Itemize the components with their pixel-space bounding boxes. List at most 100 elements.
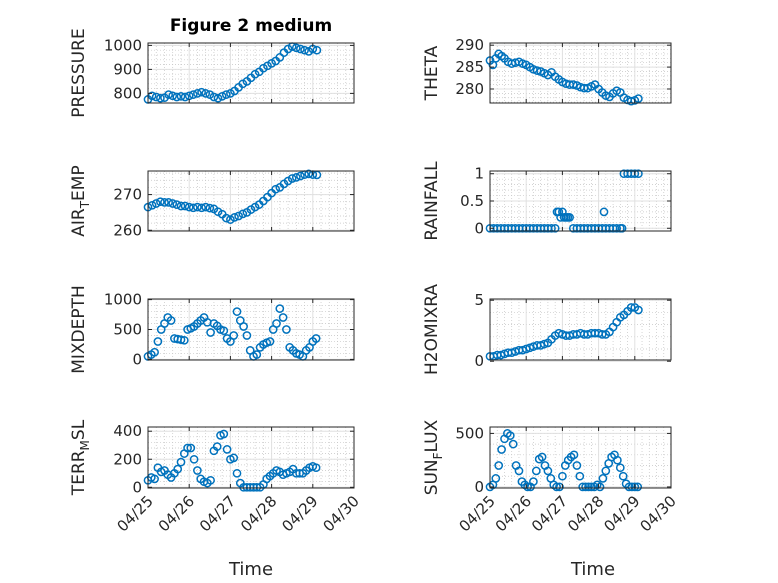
data-point xyxy=(271,184,281,194)
y-axis-label: MIXDEPTH xyxy=(69,285,89,374)
x-tick-label: 04/26 xyxy=(155,492,198,535)
data-point xyxy=(497,445,506,454)
x-tick-label: 04/25 xyxy=(114,492,157,535)
data-point xyxy=(201,89,211,98)
data-point xyxy=(150,474,159,484)
x-tick-label: 04/29 xyxy=(278,492,321,535)
data-point xyxy=(234,211,243,221)
data-point xyxy=(219,326,229,336)
x-tick-label: 04/28 xyxy=(237,492,280,535)
subplot-pressure: 800 900 1000 PRESSURE xyxy=(69,28,355,118)
data-point xyxy=(180,92,190,102)
data-point xyxy=(565,213,574,222)
data-point xyxy=(164,198,173,207)
y-axis-label: RAINFALL xyxy=(422,161,442,241)
plot-area xyxy=(148,427,354,488)
y-axis-label: TERRMSL xyxy=(69,419,92,496)
data-point xyxy=(617,223,627,233)
data-point xyxy=(221,90,231,99)
x-tick-label: 04/27 xyxy=(528,492,571,535)
data-point xyxy=(213,93,223,103)
data-point xyxy=(291,173,301,182)
y-tick-label: 0 xyxy=(474,219,484,237)
data-point xyxy=(575,471,585,481)
data-point xyxy=(221,213,231,223)
data-point xyxy=(626,303,636,312)
data-point xyxy=(156,93,165,103)
plot-area xyxy=(148,171,354,231)
figure-title: Figure 2 medium xyxy=(170,16,332,36)
y-tick-label: 500 xyxy=(113,321,142,339)
axes-frame xyxy=(489,298,672,361)
data-point xyxy=(634,94,643,103)
data-point xyxy=(229,331,239,340)
data-point xyxy=(189,454,199,464)
data-point xyxy=(312,45,322,55)
y-tick-label: 1000 xyxy=(104,291,142,309)
data-point xyxy=(630,482,640,492)
data-point xyxy=(272,319,281,328)
y-tick-label: 800 xyxy=(113,84,142,102)
axes-frame xyxy=(489,426,672,489)
y-tick-label: 280 xyxy=(455,80,484,98)
y-tick-label: 285 xyxy=(455,58,484,76)
data-point xyxy=(201,202,211,212)
y-axis-label: H2OMIXRA xyxy=(422,284,442,375)
axes-frame xyxy=(489,42,672,104)
y-tick-label: 260 xyxy=(113,221,142,239)
data-point xyxy=(599,207,609,217)
data-point xyxy=(531,466,541,476)
data-point xyxy=(179,335,189,345)
data-point xyxy=(232,307,242,316)
data-point xyxy=(209,92,219,102)
data-point xyxy=(222,445,232,454)
data-point xyxy=(150,347,159,357)
data-point xyxy=(633,482,643,492)
data-point xyxy=(219,429,229,439)
data-point xyxy=(193,202,202,212)
data-point xyxy=(239,322,248,331)
y-tick-label: 400 xyxy=(113,422,142,440)
data-point xyxy=(193,89,202,98)
data-point xyxy=(597,330,607,339)
data-point xyxy=(296,171,305,181)
data-point xyxy=(569,450,579,460)
data-point xyxy=(176,335,186,345)
data-point xyxy=(217,91,227,101)
x-axis-label-right: Time xyxy=(570,559,615,580)
data-point xyxy=(176,201,186,211)
data-point xyxy=(166,316,176,325)
data-point xyxy=(151,92,161,102)
data-point xyxy=(554,207,564,217)
data-point xyxy=(508,439,518,449)
data-point xyxy=(176,91,186,101)
data-point xyxy=(612,223,622,233)
data-point xyxy=(547,223,556,233)
data-point xyxy=(176,457,186,467)
data-point xyxy=(238,209,248,219)
data-point xyxy=(584,482,593,492)
data-point xyxy=(523,482,532,492)
data-point xyxy=(558,471,567,481)
axes-frame xyxy=(147,42,355,104)
data-point xyxy=(529,477,538,486)
y-tick-label: 0.5 xyxy=(460,192,484,210)
subplot-air-temp: 260 270 AIRTEMP xyxy=(69,165,355,239)
data-point xyxy=(168,91,178,101)
y-tick-label: 0 xyxy=(474,478,484,496)
data-point xyxy=(206,475,215,485)
data-point xyxy=(630,169,640,179)
data-point xyxy=(164,90,173,99)
data-point xyxy=(311,334,321,343)
data-point xyxy=(242,331,252,340)
y-axis-label: THETA xyxy=(422,45,442,101)
data-point xyxy=(278,313,288,322)
y-tick-label: 5 xyxy=(474,291,484,309)
data-point xyxy=(491,474,501,483)
data-point xyxy=(193,466,202,475)
y-tick-label: 900 xyxy=(113,60,142,78)
data-point xyxy=(613,455,622,465)
data-point xyxy=(572,461,582,470)
